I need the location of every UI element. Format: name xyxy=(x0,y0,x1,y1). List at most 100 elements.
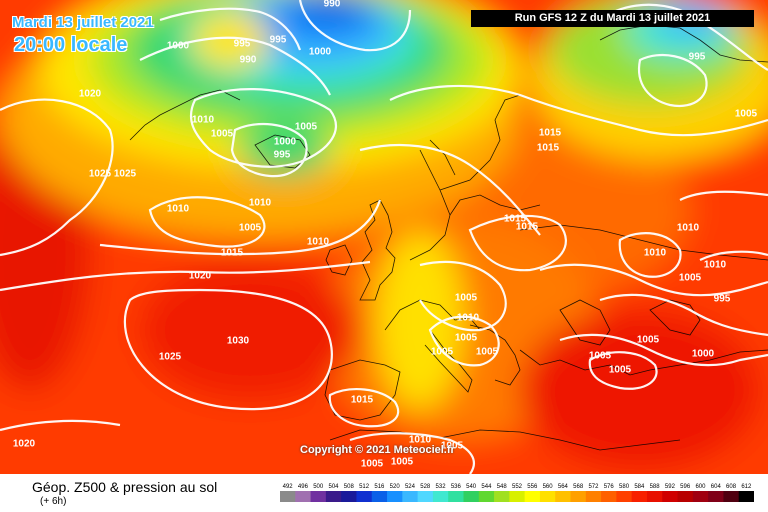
scale-tick-label: 496 xyxy=(298,484,309,490)
scale-tick-label: 584 xyxy=(634,484,645,490)
pressure-label: 1005 xyxy=(637,335,660,346)
pressure-label: 1015 xyxy=(504,214,527,225)
pressure-label: 1005 xyxy=(295,122,318,133)
pressure-label: 1010 xyxy=(457,313,480,324)
scale-tick-label: 528 xyxy=(420,484,431,490)
pressure-label: 1000 xyxy=(274,137,297,148)
scale-tick-label: 524 xyxy=(405,484,416,490)
scale-tick-label: 604 xyxy=(711,484,722,490)
pressure-label: 995 xyxy=(234,39,251,50)
pressure-label: 1005 xyxy=(441,441,464,452)
scale-swatch xyxy=(432,491,449,502)
scale-tick-label: 548 xyxy=(497,484,508,490)
pressure-label: 1005 xyxy=(455,293,478,304)
scale-tick-label: 544 xyxy=(481,484,492,490)
scale-swatch xyxy=(310,491,327,502)
pressure-label: 1005 xyxy=(211,129,234,140)
pressure-label: 1010 xyxy=(307,237,330,248)
pressure-label: 1015 xyxy=(221,248,244,259)
pressure-label: 1005 xyxy=(679,273,702,284)
scale-tick-label: 492 xyxy=(283,484,294,490)
scale-tick-label: 532 xyxy=(436,484,447,490)
legend-title: Géop. Z500 & pression au sol xyxy=(32,479,218,495)
scale-swatch xyxy=(616,491,633,502)
scale-tick-label: 516 xyxy=(374,484,385,490)
date-label: Mardi 13 juillet 2021 xyxy=(12,14,154,31)
scale-tick-label: 540 xyxy=(466,484,477,490)
pressure-label: 1015 xyxy=(351,395,374,406)
pressure-label: 1005 xyxy=(361,459,384,470)
pressure-label: 1000 xyxy=(309,47,332,58)
pressure-label: 1010 xyxy=(704,260,727,271)
scale-tick-label: 536 xyxy=(451,484,462,490)
scale-tick-label: 564 xyxy=(558,484,569,490)
pressure-label: 1015 xyxy=(537,143,560,154)
pressure-label: 1005 xyxy=(391,457,414,468)
pressure-label: 1000 xyxy=(692,349,715,360)
scale-swatch xyxy=(295,491,312,502)
pressure-label: 1010 xyxy=(167,204,190,215)
scale-swatch xyxy=(555,491,572,502)
pressure-label: 1025 xyxy=(89,169,112,180)
scale-swatch xyxy=(585,491,602,502)
color-scale: 492 496 500 504 508 512 516 520 524 528 532 536 540 5… xyxy=(280,484,754,502)
legend-subtitle: (+ 6h) xyxy=(40,496,67,507)
scale-swatch xyxy=(509,491,526,502)
scale-tick-label: 572 xyxy=(588,484,599,490)
scale-swatch xyxy=(463,491,480,502)
scale-swatch xyxy=(723,491,740,502)
pressure-label: 995 xyxy=(689,52,706,63)
scale-swatch xyxy=(356,491,373,502)
scale-swatch xyxy=(387,491,403,502)
scale-tick-label: 556 xyxy=(527,484,538,490)
scale-tick-label: 580 xyxy=(619,484,630,490)
pressure-labels: 9909959909951000100010201010100510051000… xyxy=(13,0,758,470)
scale-swatch xyxy=(738,491,754,502)
pressure-label: 1005 xyxy=(609,365,632,376)
scale-tick-label: 612 xyxy=(741,484,752,490)
pressure-label: 1015 xyxy=(539,128,562,139)
pressure-label: 1020 xyxy=(189,271,212,282)
pressure-label: 1025 xyxy=(159,352,182,363)
pressure-label: 1000 xyxy=(167,41,190,52)
coastlines xyxy=(129,24,768,451)
scale-tick-label: 596 xyxy=(680,484,691,490)
scale-swatch xyxy=(341,491,357,502)
scale-tick-label: 608 xyxy=(726,484,737,490)
pressure-label: 1005 xyxy=(455,333,478,344)
scale-swatch xyxy=(371,491,388,502)
pressure-label: 1025 xyxy=(114,169,137,180)
scale-tick-label: 508 xyxy=(344,484,355,490)
scale-swatch xyxy=(448,491,464,502)
copyright: Copyright © 2021 Meteociel.fr xyxy=(300,444,455,456)
scale-swatch xyxy=(417,491,434,502)
pressure-label: 1010 xyxy=(249,198,272,209)
pressure-label: 1010 xyxy=(644,248,667,259)
scale-tick-label: 504 xyxy=(329,484,340,490)
pressure-label: 1010 xyxy=(409,435,432,446)
scale-swatch xyxy=(708,491,724,502)
scale-swatch xyxy=(692,491,709,502)
pressure-label: 1020 xyxy=(13,439,36,450)
scale-swatch xyxy=(402,491,419,502)
scale-swatch xyxy=(494,491,510,502)
pressure-label: 1005 xyxy=(476,347,499,358)
scale-swatch xyxy=(601,491,617,502)
scale-swatch xyxy=(325,491,342,502)
pressure-label: 1005 xyxy=(735,109,758,120)
pressure-label: 995 xyxy=(274,150,291,161)
pressure-label: 1005 xyxy=(589,351,612,362)
scale-swatch xyxy=(478,491,495,502)
scale-tick-label: 512 xyxy=(359,484,370,490)
scale-tick-label: 592 xyxy=(665,484,676,490)
scale-tick-label: 588 xyxy=(650,484,661,490)
pressure-label: 1020 xyxy=(79,89,102,100)
geopotential-field xyxy=(0,0,768,474)
scale-swatch xyxy=(280,491,296,502)
pressure-label: 1010 xyxy=(677,223,700,234)
scale-swatch xyxy=(677,491,694,502)
scale-swatch xyxy=(524,491,541,502)
pressure-label: 990 xyxy=(240,55,257,66)
scale-tick-label: 600 xyxy=(695,484,706,490)
scale-swatch xyxy=(662,491,679,502)
